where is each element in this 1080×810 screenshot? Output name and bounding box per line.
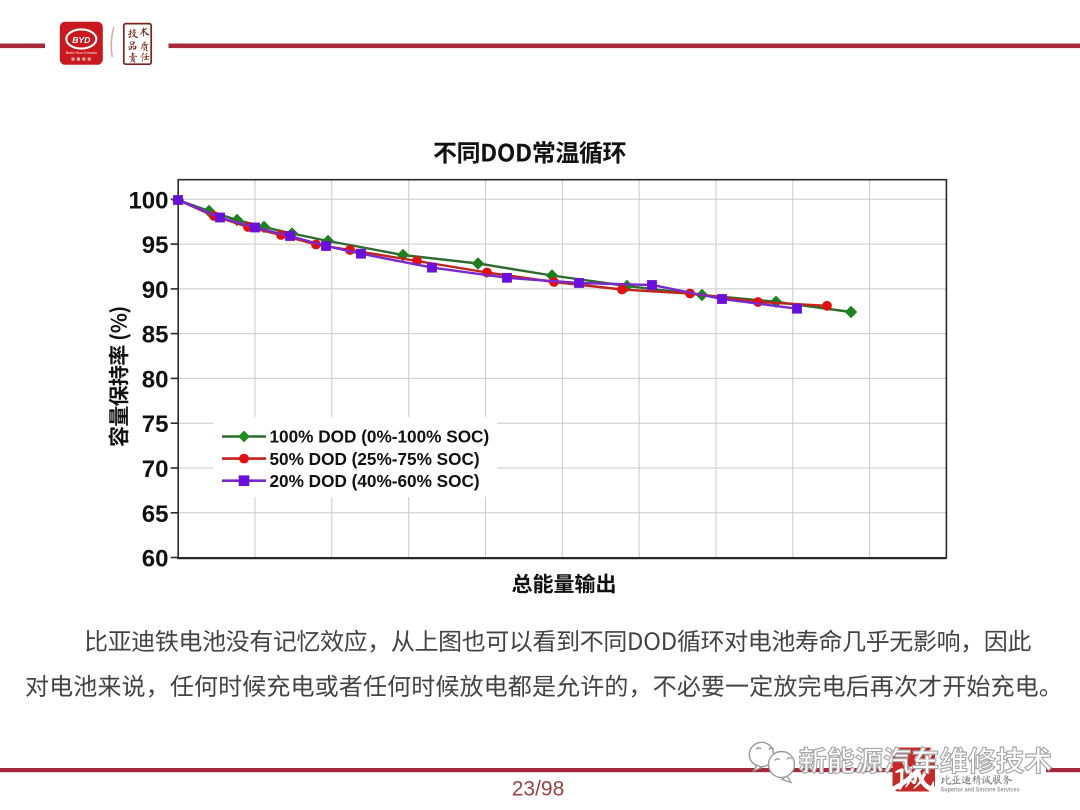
svg-text:90: 90: [142, 277, 169, 304]
svg-text:Build Your Dreams: Build Your Dreams: [66, 51, 97, 55]
svg-text:20% DOD (40%-60% SOC): 20% DOD (40%-60% SOC): [270, 471, 480, 491]
svg-text:65: 65: [142, 501, 169, 528]
svg-text:80: 80: [142, 366, 169, 393]
svg-text:50% DOD (25%-75% SOC): 50% DOD (25%-75% SOC): [270, 449, 480, 469]
svg-text:70: 70: [142, 456, 169, 483]
svg-text:60: 60: [142, 546, 169, 573]
svg-text:100% DOD (0%-100% SOC): 100% DOD (0%-100% SOC): [270, 427, 490, 447]
svg-text:95: 95: [142, 232, 169, 259]
svg-text:23/98: 23/98: [512, 778, 565, 801]
svg-text:Superior and Sincere Services: Superior and Sincere Services: [941, 787, 1020, 794]
svg-text:85: 85: [142, 322, 169, 349]
svg-text:BYD: BYD: [72, 35, 90, 45]
svg-text:75: 75: [142, 411, 169, 438]
svg-text:100: 100: [128, 187, 168, 214]
